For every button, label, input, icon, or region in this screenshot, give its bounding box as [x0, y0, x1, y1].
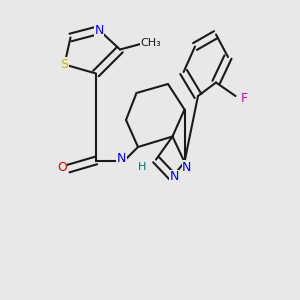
Text: CH₃: CH₃ [140, 38, 161, 49]
Text: F: F [240, 92, 247, 105]
Text: N: N [94, 23, 104, 37]
Text: O: O [57, 160, 67, 174]
Text: N: N [182, 161, 192, 174]
Text: S: S [61, 58, 68, 71]
Text: N: N [169, 170, 179, 184]
Text: N: N [117, 152, 126, 166]
Text: H: H [137, 162, 146, 172]
